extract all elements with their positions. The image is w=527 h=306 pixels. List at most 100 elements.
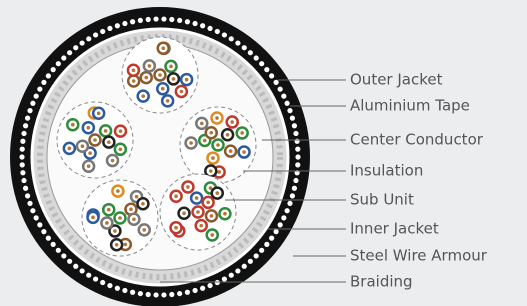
conductor (107, 208, 111, 212)
braid-dot (290, 193, 295, 198)
component-label: Outer Jacket (350, 71, 443, 89)
braid-dot (200, 23, 205, 28)
component-label: Aluminium Tape (350, 97, 470, 115)
conductor (180, 90, 184, 94)
conductor (226, 133, 230, 137)
braid-dot (41, 229, 46, 234)
braid-dot (215, 29, 220, 34)
braid-dot (20, 139, 25, 144)
braid-dot (293, 131, 298, 136)
braid-dot (122, 21, 127, 26)
conductor (91, 216, 95, 220)
conductor (215, 191, 219, 195)
braid-dot (222, 276, 227, 281)
conductor (115, 243, 119, 247)
cable-cross-section (10, 7, 310, 306)
conductor (141, 202, 145, 206)
braid-dot (115, 23, 120, 28)
braid-dot (34, 215, 39, 220)
braid-dot (153, 292, 158, 297)
braid-dot (169, 17, 174, 22)
braid-dot (30, 208, 35, 213)
braid-dot (264, 242, 269, 247)
braid-dot (80, 268, 85, 273)
braid-dot (67, 259, 72, 264)
braid-dot (207, 26, 212, 31)
braid-dot (242, 264, 247, 269)
braid-dot (46, 73, 51, 78)
conductor (148, 64, 152, 68)
conductor (105, 221, 109, 225)
braid-dot (290, 116, 295, 121)
braid-dot (21, 178, 26, 183)
braid-dot (269, 236, 274, 241)
conductor (68, 147, 72, 151)
braid-dot (295, 154, 300, 159)
braid-dot (20, 170, 25, 175)
conductor (118, 216, 122, 220)
conductor (242, 150, 246, 154)
conductor (200, 122, 204, 126)
conductor (206, 201, 210, 205)
braid-dot (93, 276, 98, 281)
braid-dot (56, 248, 61, 253)
braid-dot (80, 40, 85, 45)
braid-dot (269, 73, 274, 78)
braid-dot (37, 87, 42, 92)
braid-dot (215, 280, 220, 285)
cable-diagram: Outer Jacket Aluminium Tape Center Conduct… (0, 0, 527, 306)
conductor (209, 169, 213, 173)
braid-dot (100, 280, 105, 285)
braid-dot (292, 123, 297, 128)
braid-dot (51, 67, 56, 72)
braid-dot (293, 178, 298, 183)
braid-dot (192, 288, 197, 293)
component-label: Insulation (350, 162, 423, 180)
conductor (124, 243, 128, 247)
conductor (142, 228, 146, 232)
conductor (209, 131, 213, 135)
braid-dot (161, 292, 166, 297)
conductor (161, 46, 165, 50)
braid-dot (100, 29, 105, 34)
braid-dot (281, 215, 286, 220)
braid-dot (229, 36, 234, 41)
braid-dot (25, 116, 30, 121)
braid-dot (107, 26, 112, 31)
conductor (161, 87, 165, 91)
conductor (129, 207, 133, 211)
component-label: Sub Unit (350, 191, 414, 209)
braid-dot (73, 45, 78, 50)
conductor (135, 195, 139, 199)
braid-dot (34, 94, 39, 99)
conductor (211, 156, 215, 160)
braid-dot (295, 139, 300, 144)
conductor (229, 149, 233, 153)
braid-dot (207, 283, 212, 288)
conductor (240, 131, 244, 135)
braid-dot (93, 32, 98, 37)
braid-dot (138, 18, 143, 23)
conductor (87, 126, 91, 130)
braid-dot (23, 186, 28, 191)
braid-dot (37, 222, 42, 227)
braid-dot (67, 50, 72, 55)
component-label: Center Conductor (350, 131, 484, 149)
braid-dot (285, 208, 290, 213)
braid-dot (27, 201, 32, 206)
conductor (203, 139, 207, 143)
conductor (195, 196, 199, 200)
braid-dot (278, 222, 283, 227)
braid-dot (21, 131, 26, 136)
braid-dot (185, 290, 190, 295)
conductor (104, 129, 108, 133)
braid-dot (86, 36, 91, 41)
braid-dot (20, 162, 25, 167)
component-label: Braiding (350, 273, 413, 291)
conductor (210, 233, 214, 237)
braid-dot (259, 61, 264, 66)
braid-dot (292, 186, 297, 191)
braid-dot (56, 61, 61, 66)
conductor (189, 141, 193, 145)
braid-dot (115, 286, 120, 291)
